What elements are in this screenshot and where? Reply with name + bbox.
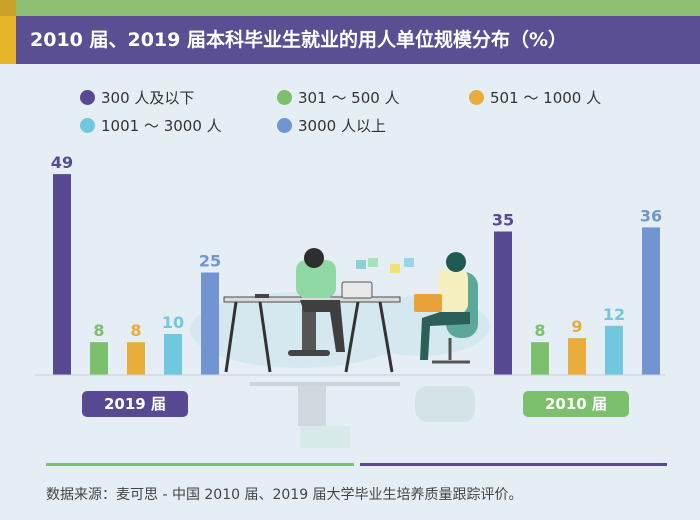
title-accent — [0, 16, 16, 64]
bar — [127, 342, 145, 375]
laptop-left — [341, 281, 373, 299]
person-right-legs — [420, 312, 470, 360]
legend-label: 301 ～ 500 人 — [298, 89, 400, 107]
legend: 300 人及以下 301 ～ 500 人 501 ～ 1000 人 1001 ～… — [80, 86, 680, 146]
bar — [201, 272, 219, 375]
chair-base — [288, 350, 330, 356]
sticky-note — [356, 260, 366, 269]
chair-post — [302, 300, 316, 352]
top-stripe — [0, 0, 700, 16]
bar-value-label: 25 — [199, 252, 221, 271]
legend-item: 300 人及以下 — [80, 86, 194, 110]
legend-item: 301 ～ 500 人 — [277, 86, 400, 110]
sticky-note — [404, 258, 414, 267]
bottom-rule-purple — [360, 463, 667, 466]
bar — [90, 342, 108, 375]
desk-leg — [224, 301, 238, 373]
desk-item — [255, 294, 269, 298]
group-label-2019: 2019 届 — [82, 391, 188, 417]
person-right-body — [438, 268, 468, 314]
bars — [53, 174, 660, 375]
bar-value-label: 35 — [492, 211, 514, 230]
sticky-note — [390, 264, 400, 273]
bar-value-label: 8 — [93, 321, 104, 340]
legend-item: 501 ～ 1000 人 — [469, 86, 601, 110]
legend-marker — [80, 90, 95, 105]
office-illustration — [190, 248, 490, 373]
legend-label: 1001 ～ 3000 人 — [101, 117, 222, 135]
bar — [568, 338, 586, 375]
bar — [605, 325, 623, 375]
desk-leg — [344, 301, 360, 373]
bar — [53, 174, 71, 375]
source-note: 数据来源：麦可思 - 中国 2010 届、2019 届大学毕业生培养质量跟踪评价… — [46, 487, 523, 503]
bar — [494, 231, 512, 375]
value-labels: 49 8 8 10 25 35 8 9 12 36 — [51, 153, 662, 340]
bar — [531, 342, 549, 375]
bar-value-label: 36 — [640, 206, 662, 225]
person-left-legs — [300, 300, 345, 352]
legend-item: 3000 人以上 — [277, 114, 386, 138]
person-left-head — [304, 248, 324, 268]
bar-value-label: 9 — [571, 317, 582, 336]
desk-leg — [378, 301, 394, 373]
bar-value-label: 10 — [162, 313, 184, 332]
illustration-reflection — [250, 382, 475, 448]
person-right-head — [446, 252, 466, 272]
legend-marker — [277, 118, 292, 133]
desk-leg — [258, 301, 272, 373]
bar-value-label: 12 — [603, 305, 625, 324]
legend-label: 501 ～ 1000 人 — [490, 89, 602, 107]
sticky-note — [368, 258, 378, 267]
bar-value-label: 8 — [534, 321, 545, 340]
bar-value-label: 49 — [51, 153, 73, 172]
bar — [642, 227, 660, 375]
legend-label: 3000 人以上 — [298, 117, 386, 135]
legend-label: 300 人及以下 — [101, 89, 195, 107]
chart-title: 2010 届、2019 届本科毕业生就业的用人单位规模分布（%） — [30, 29, 568, 51]
legend-marker — [469, 90, 484, 105]
bar-value-label: 8 — [130, 321, 141, 340]
top-corner-accent — [0, 0, 16, 16]
person-left-body — [296, 260, 336, 298]
bar — [164, 334, 182, 375]
laptop-right — [414, 294, 442, 312]
group-label-2010: 2010 届 — [523, 391, 629, 417]
legend-marker — [80, 118, 95, 133]
title-bar: 2010 届、2019 届本科毕业生就业的用人单位规模分布（%） — [0, 16, 700, 64]
legend-marker — [277, 90, 292, 105]
bottom-rule-green — [46, 463, 354, 466]
legend-item: 1001 ～ 3000 人 — [80, 114, 222, 138]
